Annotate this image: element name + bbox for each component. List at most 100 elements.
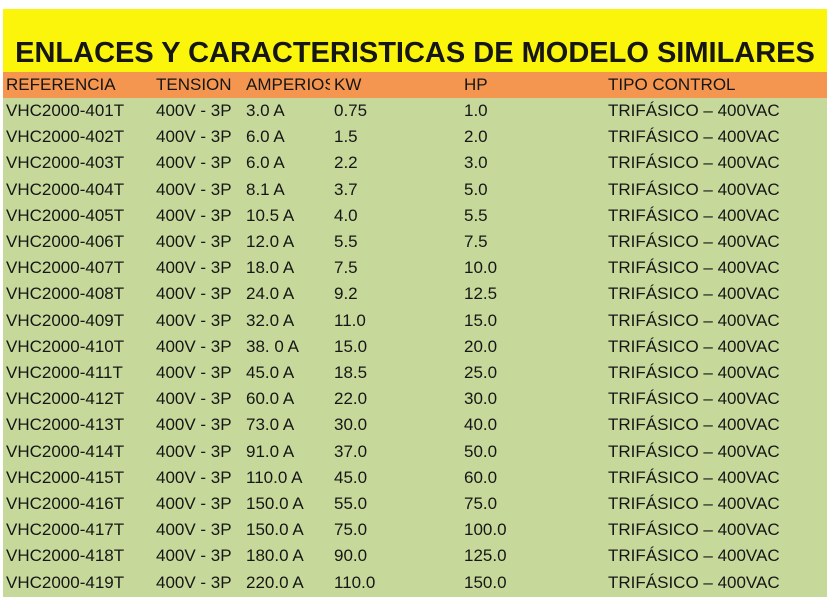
cell-hp: 60.0 — [464, 467, 498, 487]
title-band: ENLACES Y CARACTERISTICAS DE MODELO SIMI… — [3, 9, 827, 72]
table-row: VHC2000-406T 400V - 3P 12.0 A 5.5 7.5 TRIFÁSI… — [3, 229, 827, 255]
cell-amperios: 220.0 A — [246, 572, 304, 592]
cell-amperios: 12.0 A — [246, 232, 295, 251]
cell-referencia: VHC2000-405T — [6, 205, 125, 225]
cell-kw: 9.2 — [334, 284, 358, 304]
cell-hp: 150.0 — [464, 572, 507, 592]
cell-tension: 400V - 3P — [156, 205, 232, 225]
cell-tipo-control: TRIFÁSICO – 400VAC — [608, 520, 780, 540]
cell-hp: 7.5 — [464, 232, 488, 251]
header-hp: HP — [464, 75, 488, 94]
cell-tension: 400V - 3P — [156, 284, 232, 304]
cell-tipo-control: TRIFÁSICO – 400VAC — [608, 205, 780, 225]
cell-tipo-control: TRIFÁSICO – 400VAC — [608, 127, 780, 147]
cell-tipo-control: TRIFÁSICO – 400VAC — [608, 101, 780, 120]
cell-hp: 15.0 — [464, 310, 498, 330]
cell-tipo-control: TRIFÁSICO – 400VAC — [608, 153, 780, 173]
cell-kw: 18.5 — [334, 363, 368, 382]
table-title: ENLACES Y CARACTERISTICAS DE MODELO SIMI… — [15, 37, 815, 69]
cell-tipo-control: TRIFÁSICO – 400VAC — [608, 389, 780, 409]
cell-kw: 30.0 — [334, 415, 368, 435]
cell-hp: 125.0 — [464, 546, 507, 566]
cell-kw: 7.5 — [334, 258, 358, 278]
table-row: VHC2000-407T 400V - 3P 18.0 A 7.5 10.0 TRIFÁS… — [3, 255, 827, 281]
cell-tipo-control: TRIFÁSICO – 400VAC — [608, 415, 780, 435]
cell-tension: 400V - 3P — [156, 494, 232, 513]
cell-amperios: 10.5 A — [246, 205, 295, 225]
cell-tipo-control: TRIFÁSICO – 400VAC — [608, 546, 780, 566]
cell-amperios: 60.0 A — [246, 389, 295, 409]
cell-amperios: 3.0 A — [246, 101, 285, 120]
cell-hp: 75.0 — [464, 494, 498, 513]
cell-kw: 15.0 — [334, 336, 368, 356]
header-referencia: REFERENCIA — [6, 75, 116, 94]
cell-referencia: VHC2000-414T — [6, 441, 125, 461]
table-row: VHC2000-404T 400V - 3P 8.1 A 3.7 5.0 TRIFÁSIC… — [3, 177, 827, 203]
table-row: VHC2000-409T 400V - 3P 32.0 A 11.0 15.0 TRIFÁ… — [3, 308, 827, 334]
cell-referencia: VHC2000-418T — [6, 546, 125, 566]
cell-referencia: VHC2000-417T — [6, 520, 125, 540]
table-row: VHC2000-410T 400V - 3P 38. 0 A 15.0 20.0 TRIF… — [3, 334, 827, 360]
cell-kw: 11.0 — [334, 310, 366, 330]
cell-amperios: 180.0 A — [246, 546, 304, 566]
cell-referencia: VHC2000-411T — [6, 363, 123, 382]
header-amperios: AMPERIOS — [246, 75, 330, 94]
table-row: VHC2000-412T 400V - 3P 60.0 A 22.0 30.0 TRIFÁ… — [3, 386, 827, 412]
cell-amperios: 110.0 A — [246, 467, 303, 487]
table-row: VHC2000-408T 400V - 3P 24.0 A 9.2 12.5 TRIFÁS… — [3, 281, 827, 307]
header-tension: TENSION — [156, 75, 232, 94]
cell-amperios: 6.0 A — [246, 127, 285, 147]
cell-kw: 5.5 — [334, 232, 358, 251]
cell-tension: 400V - 3P — [156, 101, 232, 120]
table-row: VHC2000-414T 400V - 3P 91.0 A 37.0 50.0 TRIFÁ… — [3, 439, 827, 465]
cell-kw: 75.0 — [334, 520, 368, 540]
cell-kw: 2.2 — [334, 153, 358, 173]
cell-referencia: VHC2000-409T — [6, 310, 125, 330]
cell-hp: 1.0 — [464, 101, 488, 120]
cell-tension: 400V - 3P — [156, 153, 232, 173]
cell-hp: 25.0 — [464, 363, 498, 382]
cell-tension: 400V - 3P — [156, 467, 232, 487]
cell-tension: 400V - 3P — [156, 572, 232, 592]
cell-kw: 1.5 — [334, 127, 358, 147]
cell-tipo-control: TRIFÁSICO – 400VAC — [608, 494, 780, 513]
cell-hp: 100.0 — [464, 520, 507, 540]
cell-amperios: 18.0 A — [246, 258, 295, 278]
cell-hp: 40.0 — [464, 415, 498, 435]
cell-referencia: VHC2000-403T — [6, 153, 125, 173]
table-row: VHC2000-401T 400V - 3P 3.0 A 0.75 1.0 TRIFÁSI… — [3, 98, 827, 124]
table-row: VHC2000-402T 400V - 3P 6.0 A 1.5 2.0 TRIFÁSIC… — [3, 124, 827, 150]
table-row: VHC2000-415T 400V - 3P 110.0 A 45.0 60.0 TRIF… — [3, 465, 827, 491]
table-row: VHC2000-417T 400V - 3P 150.0 A 75.0 100.0 TRI… — [3, 517, 827, 543]
cell-referencia: VHC2000-413T — [6, 415, 125, 435]
cell-amperios: 150.0 A — [246, 520, 304, 540]
cell-hp: 2.0 — [464, 127, 488, 147]
cell-tension: 400V - 3P — [156, 389, 232, 409]
cell-amperios: 6.0 A — [246, 153, 285, 173]
cell-referencia: VHC2000-407T — [6, 258, 125, 278]
cell-tipo-control: TRIFÁSICO – 400VAC — [608, 179, 780, 199]
table-row: VHC2000-413T 400V - 3P 73.0 A 30.0 40.0 TRIFÁ… — [3, 412, 827, 438]
cell-amperios: 73.0 A — [246, 415, 295, 435]
cell-hp: 12.5 — [464, 284, 498, 304]
cell-hp: 50.0 — [464, 441, 498, 461]
cell-kw: 22.0 — [334, 389, 368, 409]
cell-kw: 110.0 — [334, 572, 376, 592]
header-tipo-control: TIPO CONTROL — [608, 75, 736, 94]
cell-referencia: VHC2000-410T — [6, 336, 125, 356]
spreadsheet-table: ENLACES Y CARACTERISTICAS DE MODELO SIMI… — [3, 9, 827, 597]
cell-tension: 400V - 3P — [156, 127, 232, 147]
cell-amperios: 24.0 A — [246, 284, 295, 304]
cell-kw: 55.0 — [334, 494, 368, 513]
cell-tipo-control: TRIFÁSICO – 400VAC — [608, 284, 780, 304]
cell-tipo-control: TRIFÁSICO – 400VAC — [608, 467, 780, 487]
cell-tension: 400V - 3P — [156, 179, 232, 199]
cell-tipo-control: TRIFÁSICO – 400VAC — [608, 310, 780, 330]
cell-hp: 5.5 — [464, 205, 488, 225]
cell-tension: 400V - 3P — [156, 363, 232, 382]
cell-hp: 5.0 — [464, 179, 488, 199]
table-row: VHC2000-405T 400V - 3P 10.5 A 4.0 5.5 TRIFÁSI… — [3, 203, 827, 229]
cell-referencia: VHC2000-416T — [6, 494, 125, 513]
cell-amperios: 150.0 A — [246, 494, 304, 513]
cell-tension: 400V - 3P — [156, 310, 232, 330]
